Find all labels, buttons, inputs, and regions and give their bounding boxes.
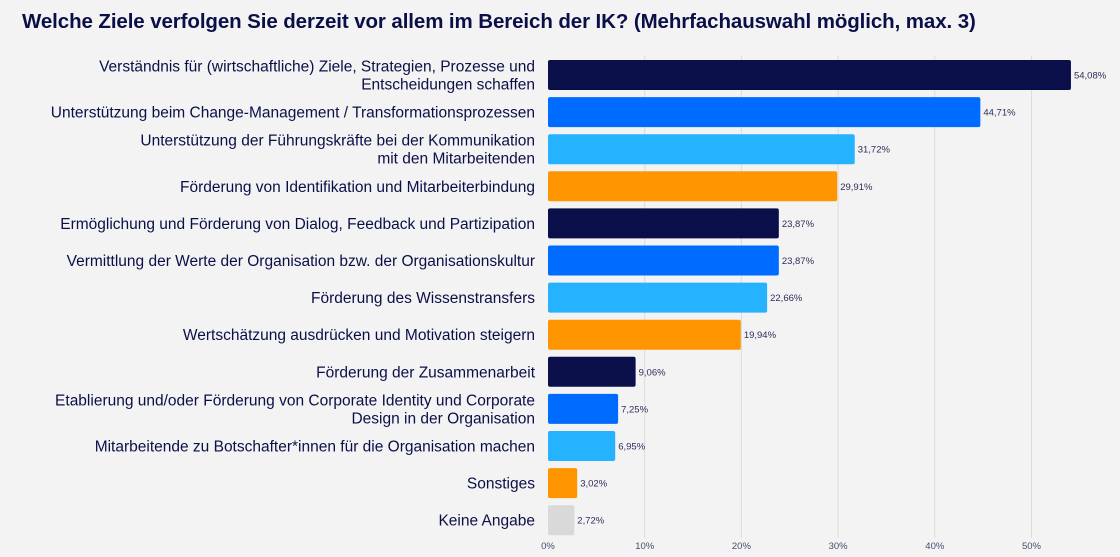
value-label: 23,87%	[782, 219, 815, 230]
category-label: Etablierung und/oder Förderung von Corpo…	[55, 392, 535, 409]
chart-title: Welche Ziele verfolgen Sie derzeit vor a…	[22, 10, 976, 33]
bar	[548, 431, 616, 461]
category-label: Mitarbeitende zu Botschafter*innen für d…	[95, 439, 535, 456]
value-label: 23,87%	[782, 256, 815, 267]
category-label: mit den Mitarbeitenden	[377, 151, 535, 168]
bar	[548, 134, 855, 165]
value-label: 22,66%	[770, 293, 803, 304]
value-label: 31,72%	[858, 145, 891, 156]
value-label: 44,71%	[983, 108, 1016, 119]
value-label: 29,91%	[840, 182, 873, 193]
x-tick-label: 40%	[925, 541, 945, 552]
bar	[548, 393, 619, 424]
bar	[548, 468, 578, 499]
bar	[548, 171, 838, 202]
category-label: Wertschätzung ausdrücken und Motivation …	[183, 327, 535, 344]
category-label: Unterstützung der Führungskräfte bei der…	[140, 133, 535, 150]
bar	[548, 208, 779, 239]
x-tick-label: 10%	[635, 541, 655, 552]
value-label: 2,72%	[577, 516, 604, 527]
category-label: Vermittlung der Werte der Organisation b…	[67, 253, 535, 270]
category-label: Förderung der Zusammenarbeit	[316, 364, 536, 381]
value-label: 6,95%	[618, 442, 645, 453]
bar	[548, 97, 981, 128]
value-label: 7,25%	[621, 404, 648, 415]
x-tick-label: 50%	[1022, 541, 1042, 552]
bar	[548, 282, 768, 313]
category-label: Förderung von Identifikation und Mitarbe…	[180, 179, 535, 196]
bar	[548, 356, 636, 387]
x-tick-label: 30%	[829, 541, 849, 552]
category-label: Entscheidungen schaffen	[361, 77, 535, 94]
category-label: Förderung des Wissenstransfers	[311, 290, 535, 307]
category-label: Unterstützung beim Change-Management / T…	[51, 105, 535, 122]
category-label: Verständnis für (wirtschaftliche) Ziele,…	[99, 59, 535, 76]
x-tick-label: 0%	[541, 541, 555, 552]
value-label: 19,94%	[744, 330, 777, 341]
x-tick-label: 20%	[732, 541, 752, 552]
bar	[548, 245, 779, 276]
category-label: Design in der Organisation	[351, 410, 535, 427]
value-label: 9,06%	[639, 367, 666, 378]
value-label: 3,02%	[580, 479, 607, 490]
category-label: Ermöglichung und Förderung von Dialog, F…	[60, 216, 535, 233]
bar	[548, 319, 741, 350]
category-label: Keine Angabe	[438, 513, 535, 530]
bar	[548, 505, 575, 536]
bar	[548, 60, 1071, 90]
value-label: 54,08%	[1074, 71, 1107, 82]
category-label: Sonstiges	[467, 476, 535, 493]
